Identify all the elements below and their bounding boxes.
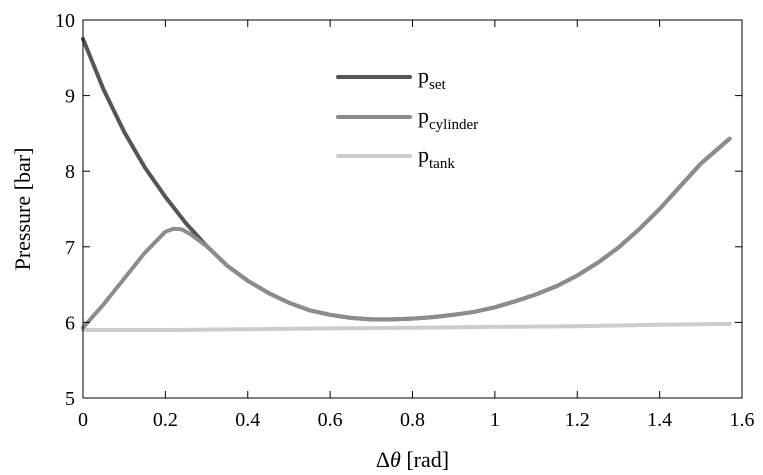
x-tick-label: 1.4 xyxy=(647,409,672,431)
x-tick-label: 1.2 xyxy=(565,409,590,431)
x-tick-label: 1.6 xyxy=(730,409,755,431)
legend-item-set: pset xyxy=(336,63,446,93)
x-tick-label: 1 xyxy=(490,409,500,431)
x-axis-title: Δθ [rad] xyxy=(376,447,449,472)
legend-label-set-base: p xyxy=(418,63,429,88)
x-ticks: 0 0.2 0.4 0.6 0.8 1 1.2 1.4 1.6 xyxy=(78,20,755,431)
legend-label-set-sub: set xyxy=(429,77,446,93)
legend-label-tank-sub: tank xyxy=(429,156,455,172)
x-axis-title-unit: [rad] xyxy=(401,447,449,472)
legend-label-tank: ptank xyxy=(418,142,455,172)
x-tick-label: 0.2 xyxy=(153,409,178,431)
x-tick-label: 0 xyxy=(78,409,88,431)
legend-label-cylinder: pcylinder xyxy=(418,103,478,133)
legend-label-set: pset xyxy=(418,63,446,93)
y-axis-title: Pressure [bar] xyxy=(10,148,35,271)
series-line-tank xyxy=(81,321,732,332)
y-tick-label: 9 xyxy=(65,86,75,108)
y-tick-label: 8 xyxy=(65,161,75,183)
x-tick-label: 0.8 xyxy=(400,409,425,431)
legend-item-tank: ptank xyxy=(336,142,455,172)
legend-label-tank-base: p xyxy=(418,142,429,167)
y-tick-label: 7 xyxy=(65,237,75,259)
x-tick-label: 0.6 xyxy=(318,409,343,431)
x-tick-label: 0.4 xyxy=(235,409,260,431)
legend-item-cylinder: pcylinder xyxy=(336,103,478,133)
y-ticks: 5 6 7 8 9 10 xyxy=(55,10,742,410)
legend-label-cylinder-base: p xyxy=(418,103,429,128)
x-axis-title-variable: θ xyxy=(390,447,401,472)
series-line-cylinder xyxy=(81,136,732,330)
series-line-set xyxy=(81,36,732,322)
axes-box xyxy=(82,19,743,399)
series-layer xyxy=(81,36,732,332)
y-tick-label: 6 xyxy=(65,312,75,334)
legend-label-cylinder-sub: cylinder xyxy=(429,117,478,133)
legend: pset pcylinder ptank xyxy=(336,63,478,172)
axes-layer xyxy=(82,19,743,399)
y-tick-label: 10 xyxy=(55,10,75,32)
x-axis-title-prefix: Δ xyxy=(376,447,390,472)
y-tick-label: 5 xyxy=(65,388,75,410)
